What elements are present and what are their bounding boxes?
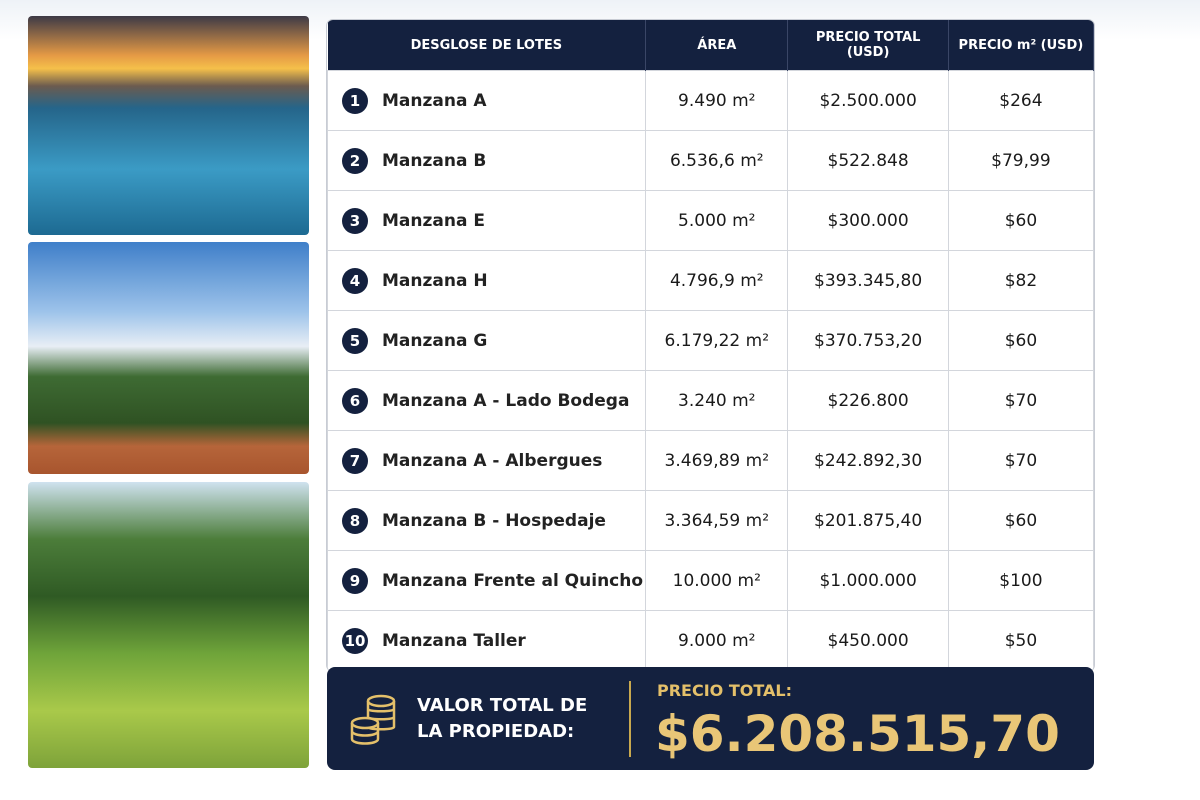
lot-cell: 2 Manzana B — [327, 130, 647, 191]
lot-name: Manzana Taller — [382, 630, 526, 651]
lot-cell: 3 Manzana E — [327, 190, 647, 251]
total-price-cell: $201.875,40 — [787, 490, 949, 551]
separator — [629, 681, 631, 757]
header-cell: DESGLOSE DE LOTES — [327, 20, 647, 71]
total-price: $6.208.515,70 — [655, 705, 1060, 763]
garden-photo — [28, 482, 309, 768]
table-body: 1 Manzana A 9.490 m² $2.500.000 $264 2 Manzana… — [327, 70, 1094, 671]
area-cell: 9.490 m² — [645, 70, 789, 131]
lot-name: Manzana H — [382, 270, 488, 291]
area-cell: 3.364,59 m² — [645, 490, 789, 551]
road-photo — [28, 242, 309, 474]
price-m2-cell: $70 — [947, 370, 1094, 431]
lot-cell: 10 Manzana Taller — [327, 610, 647, 671]
row-number: 9 — [342, 567, 368, 594]
area-cell: 3.240 m² — [645, 370, 789, 431]
price-m2-cell: $70 — [947, 430, 1094, 491]
price-label: PRECIO TOTAL: — [657, 681, 793, 700]
lot-cell: 9 Manzana Frente al Quincho — [327, 550, 647, 611]
price-m2-cell: $100 — [947, 550, 1094, 611]
row-number: 7 — [342, 447, 368, 474]
row-number: 4 — [342, 267, 368, 294]
total-price-cell: $393.345,80 — [787, 250, 949, 311]
row-number: 10 — [342, 627, 368, 654]
lot-name: Manzana A - Lado Bodega — [382, 390, 630, 411]
price-m2-cell: $60 — [947, 310, 1094, 371]
lot-name: Manzana A - Albergues — [382, 450, 603, 471]
price-m2-cell: $264 — [947, 70, 1094, 131]
price-m2-cell: $82 — [947, 250, 1094, 311]
lot-cell: 7 Manzana A - Albergues — [327, 430, 647, 491]
total-price-cell: $226.800 — [787, 370, 949, 431]
row-number: 1 — [342, 87, 368, 114]
area-cell: 6.179,22 m² — [645, 310, 789, 371]
row-number: 2 — [342, 147, 368, 174]
header-row: DESGLOSE DE LOTES ÁREA PRECIO TOTAL (USD… — [327, 20, 1094, 71]
price-m2-cell: $79,99 — [947, 130, 1094, 191]
table-row: 5 Manzana G 6.179,22 m² $370.753,20 $60 — [327, 310, 1094, 371]
lot-name: Manzana E — [382, 210, 485, 231]
header-cell: ÁREA — [645, 20, 789, 71]
total-price-cell: $2.500.000 — [787, 70, 949, 131]
lot-name: Manzana A — [382, 90, 487, 111]
lot-cell: 4 Manzana H — [327, 250, 647, 311]
area-cell: 5.000 m² — [645, 190, 789, 251]
price-m2-cell: $50 — [947, 610, 1094, 671]
header-cell: PRECIO m² (USD) — [948, 20, 1094, 71]
lot-name: Manzana G — [382, 330, 488, 351]
total-price-cell: $450.000 — [787, 610, 949, 671]
lot-name: Manzana Frente al Quincho — [382, 570, 644, 591]
total-price-cell: $242.892,30 — [787, 430, 949, 491]
lots-table: DESGLOSE DE LOTES ÁREA PRECIO TOTAL (USD… — [327, 20, 1094, 671]
lot-cell: 1 Manzana A — [327, 70, 647, 131]
total-price-cell: $522.848 — [787, 130, 949, 191]
area-cell: 4.796,9 m² — [645, 250, 789, 311]
price-m2-cell: $60 — [947, 190, 1094, 251]
lot-cell: 8 Manzana B - Hospedaje — [327, 490, 647, 551]
pool-photo — [28, 16, 309, 235]
table-row: 1 Manzana A 9.490 m² $2.500.000 $264 — [327, 70, 1094, 131]
row-number: 3 — [342, 207, 368, 234]
table-row: 3 Manzana E 5.000 m² $300.000 $60 — [327, 190, 1094, 251]
header-cell: PRECIO TOTAL (USD) — [787, 20, 949, 71]
total-price-cell: $1.000.000 — [787, 550, 949, 611]
price-m2-cell: $60 — [947, 490, 1094, 551]
lot-name: Manzana B — [382, 150, 487, 171]
coins-icon — [350, 694, 396, 745]
lot-name: Manzana B - Hospedaje — [382, 510, 606, 531]
table-row: 7 Manzana A - Albergues 3.469,89 m² $242.89… — [327, 430, 1094, 491]
row-number: 8 — [342, 507, 368, 534]
table-row: 6 Manzana A - Lado Bodega 3.240 m² $226.800… — [327, 370, 1094, 431]
total-price-cell: $300.000 — [787, 190, 949, 251]
table-row: 8 Manzana B - Hospedaje 3.364,59 m² $201.87… — [327, 490, 1094, 551]
area-cell: 6.536,6 m² — [645, 130, 789, 191]
row-number: 6 — [342, 387, 368, 414]
total-price-cell: $370.753,20 — [787, 310, 949, 371]
row-number: 5 — [342, 327, 368, 354]
area-cell: 3.469,89 m² — [645, 430, 789, 491]
table-row: 2 Manzana B 6.536,6 m² $522.848 $79,99 — [327, 130, 1094, 191]
lot-cell: 5 Manzana G — [327, 310, 647, 371]
lot-cell: 6 Manzana A - Lado Bodega — [327, 370, 647, 431]
total-label: VALOR TOTAL DE LA PROPIEDAD: — [417, 695, 588, 742]
table-row: 4 Manzana H 4.796,9 m² $393.345,80 $82 — [327, 250, 1094, 311]
total-box: VALOR TOTAL DE LA PROPIEDAD: PRECIO TOTA… — [327, 667, 1094, 770]
table-row: 9 Manzana Frente al Quincho 10.000 m² $1.00… — [327, 550, 1094, 611]
area-cell: 9.000 m² — [645, 610, 789, 671]
area-cell: 10.000 m² — [645, 550, 789, 611]
table-row: 10 Manzana Taller 9.000 m² $450.000 $50 — [327, 610, 1094, 671]
